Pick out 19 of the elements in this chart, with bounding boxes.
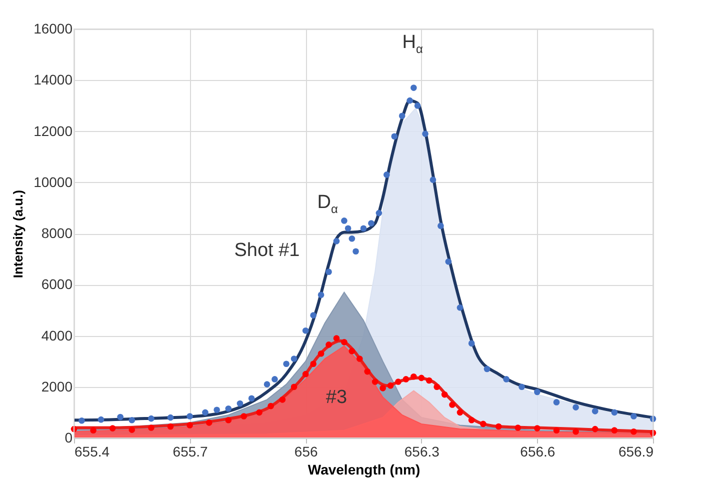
x-tick-label: 656.9 bbox=[618, 444, 654, 460]
y-tick-label: 12000 bbox=[34, 122, 73, 139]
y-tick-label: 4000 bbox=[41, 327, 73, 344]
x-tick-label: 655.4 bbox=[74, 444, 110, 460]
x-tick-label: 656.6 bbox=[520, 444, 556, 460]
y-tick-label: 16000 bbox=[34, 20, 73, 36]
x-tick-label: 655.7 bbox=[172, 444, 208, 460]
x-tick-label: 656 bbox=[294, 444, 318, 460]
y-tick-label: 14000 bbox=[34, 72, 73, 88]
y-tick-label: 6000 bbox=[41, 276, 73, 292]
y-tick-label: 8000 bbox=[41, 225, 73, 241]
annotation: #3 bbox=[326, 387, 348, 408]
x-axis-title: Wavelength (nm) bbox=[308, 462, 420, 478]
y-tick-label: 10000 bbox=[34, 174, 73, 190]
x-tick-label: 656.3 bbox=[404, 444, 440, 460]
y-tick-label: 0 bbox=[64, 430, 73, 446]
y-axis-title: Intensity (a.u.) bbox=[10, 190, 26, 278]
annotation: Shot #1 bbox=[234, 240, 300, 261]
y-tick-label: 2000 bbox=[41, 378, 73, 394]
